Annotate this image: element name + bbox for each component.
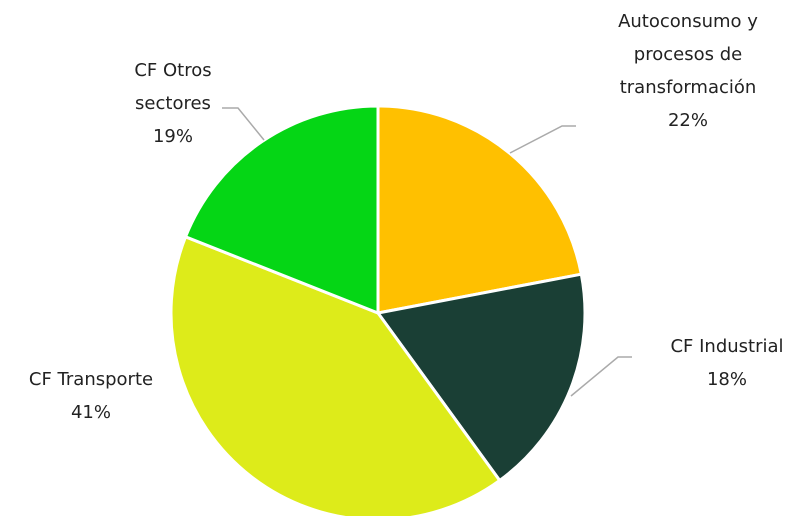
category-label: CF Transporte [28,369,154,390]
value-label: 19% [152,126,193,147]
slice-label: CF Otros sectores 19% [116,54,231,153]
slice-label: CF Industrial 18% [642,330,798,396]
pie-slice [183,104,380,316]
value-label: 22% [667,110,708,131]
slice-label: CF Transporte 41% [6,363,176,429]
slice-label: Autoconsumo y procesos de transformación… [606,5,771,137]
pie-slice [169,234,502,516]
category-label: CF Otros sectores [134,60,212,114]
leader-line [509,125,576,154]
pie-slice [375,272,587,483]
leader-line [222,107,265,141]
category-label: Autoconsumo y procesos de transformación [618,11,758,98]
pie-slice [376,104,584,315]
leader-line [570,356,632,397]
category-label: CF Industrial [670,336,784,357]
value-label: 18% [706,369,747,390]
value-label: 41% [70,402,111,423]
